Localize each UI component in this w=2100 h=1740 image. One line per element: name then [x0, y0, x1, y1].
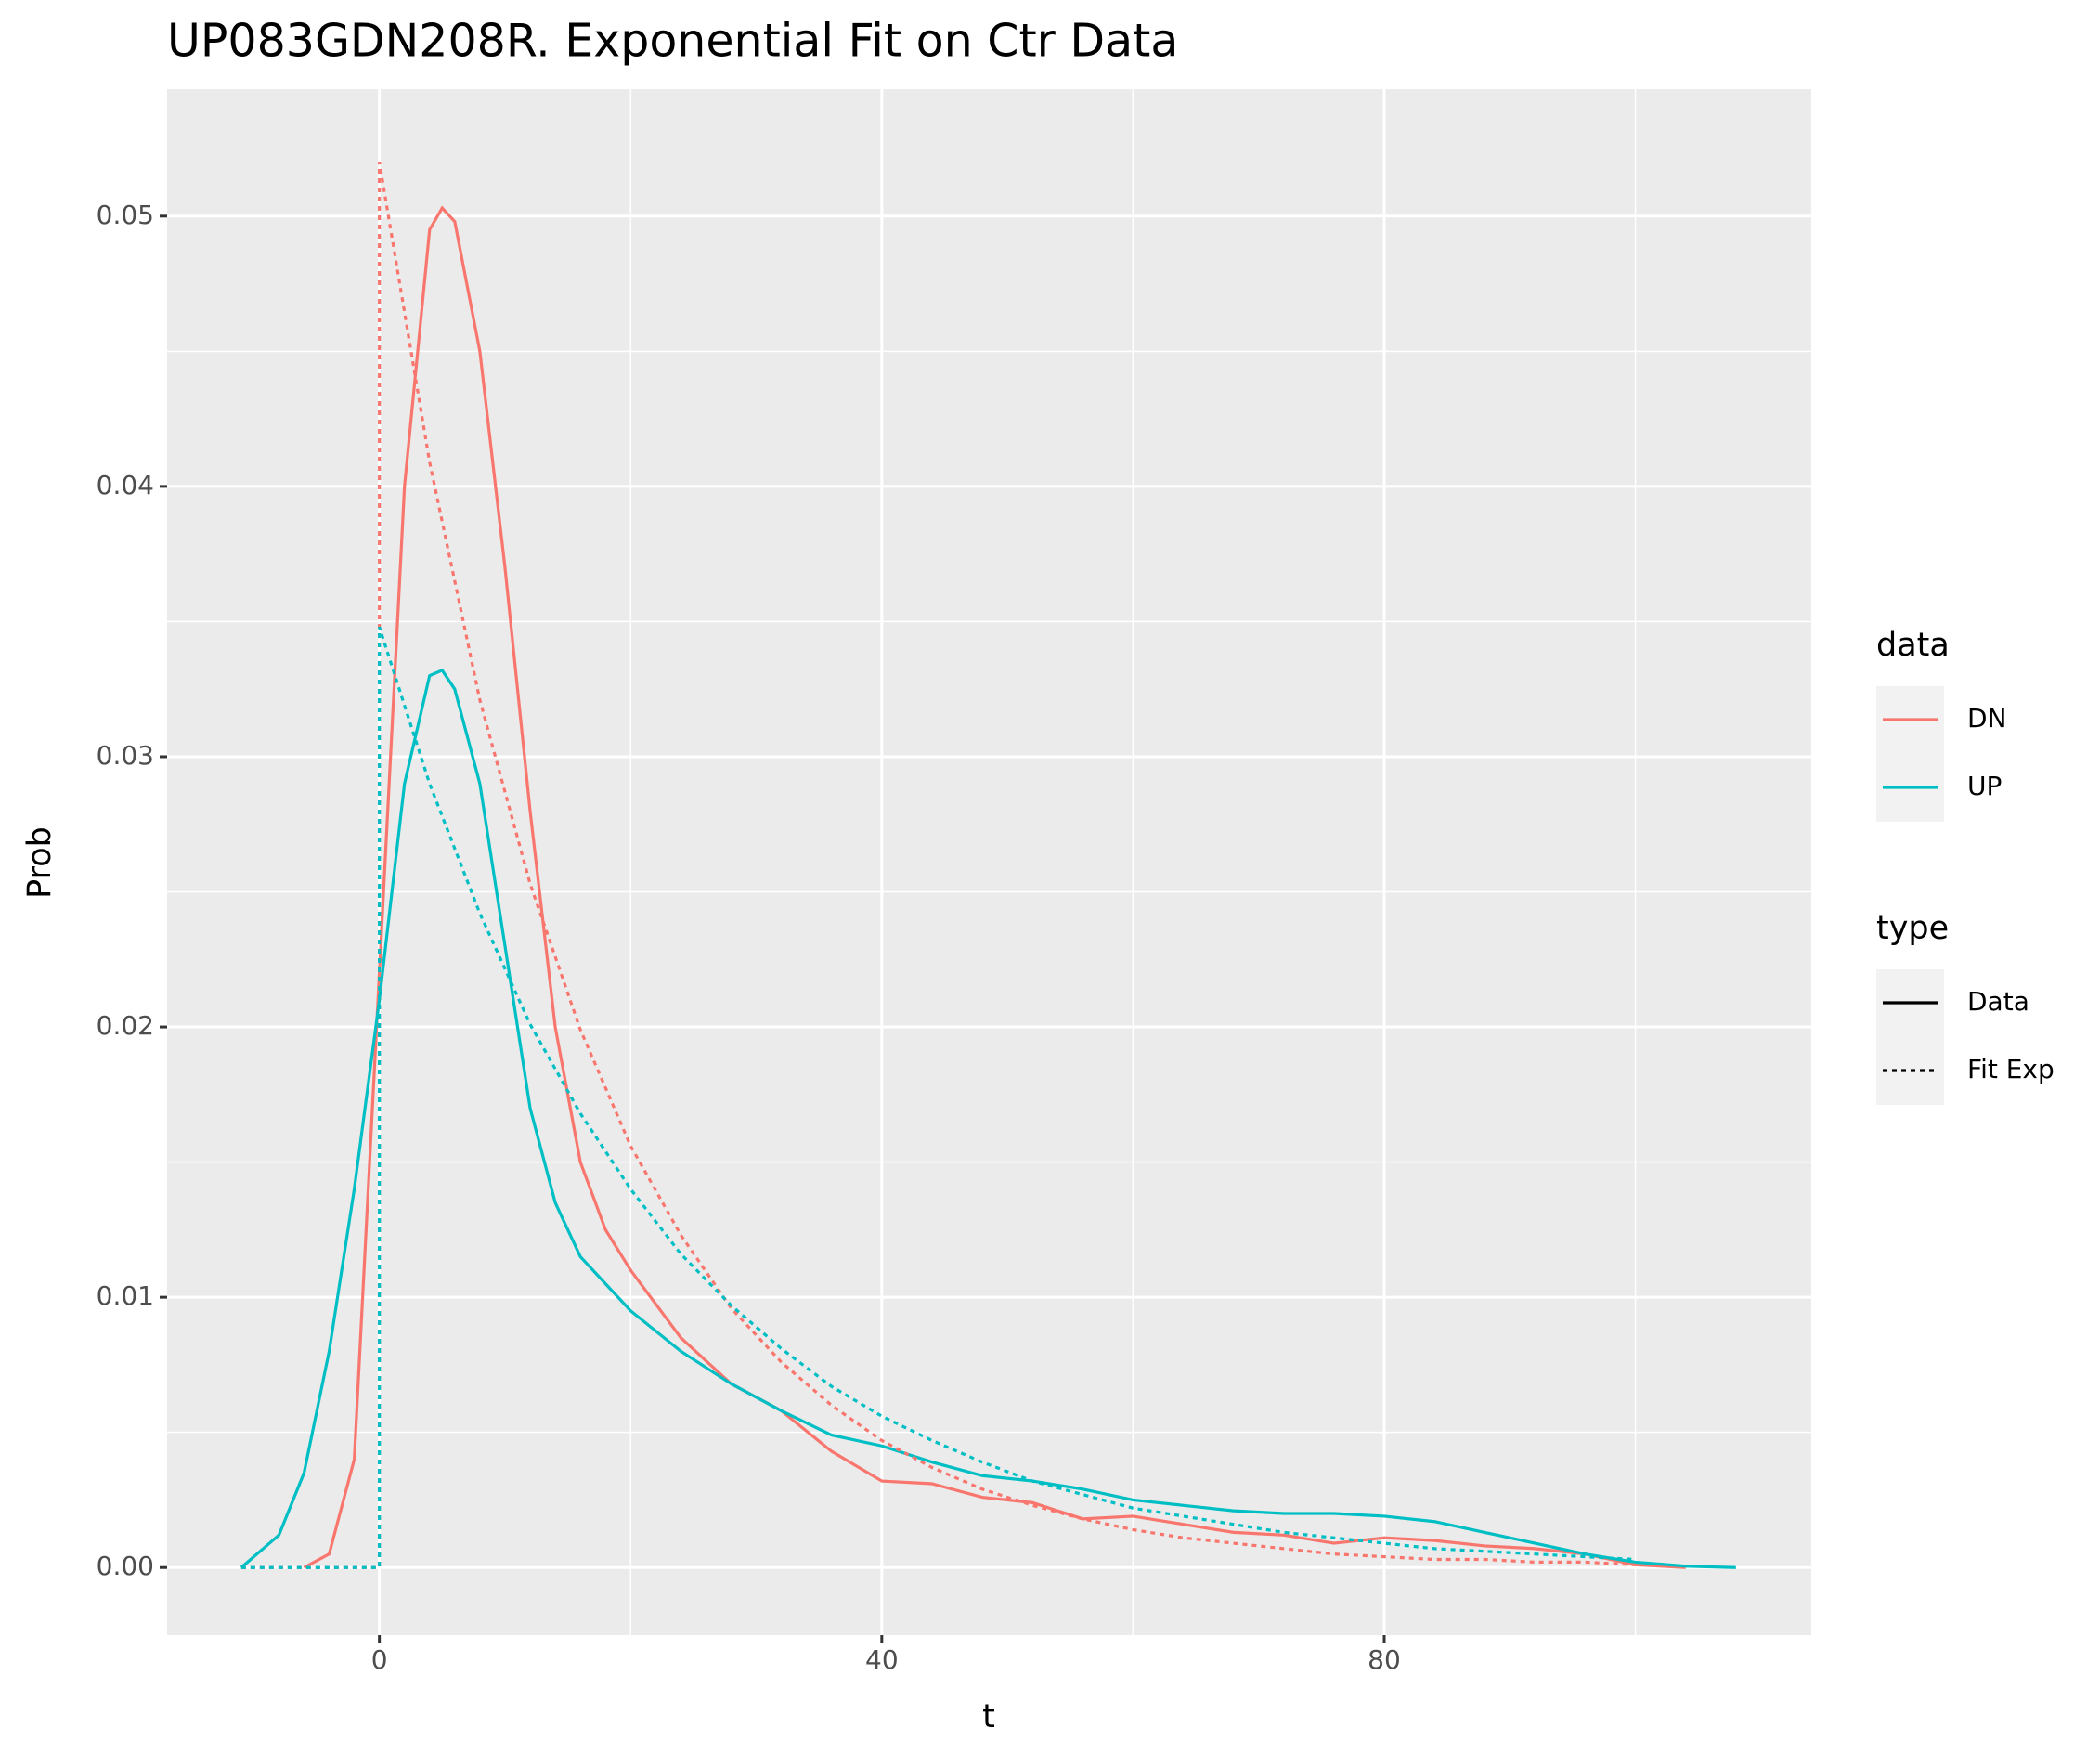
legend-label: Data — [1967, 986, 2029, 1017]
y-tick-label: 0.00 — [97, 1551, 154, 1581]
data-line — [240, 162, 1636, 1569]
data-line — [303, 205, 1686, 1569]
y-tick-label: 0.05 — [97, 200, 154, 230]
data-line — [240, 668, 1736, 1569]
x-tick-label: 0 — [371, 1644, 388, 1675]
legend-key-bg — [1876, 969, 1944, 1105]
y-axis-title: Prob — [21, 826, 58, 899]
legend-label: DN — [1967, 703, 2007, 734]
legend-label: UP — [1967, 771, 2002, 801]
y-tick-label: 0.01 — [97, 1280, 154, 1311]
chart-title: UP083GDN208R. Exponential Fit on Ctr Dat… — [167, 15, 1178, 68]
y-tick-label: 0.04 — [97, 470, 154, 500]
panel — [167, 89, 1811, 1635]
x-axis-title: t — [982, 1698, 995, 1735]
legend-label: Fit Exp — [1967, 1054, 2055, 1084]
x-tick-label: 40 — [865, 1644, 899, 1675]
y-tick-label: 0.03 — [97, 740, 154, 771]
legend-title: type — [1876, 910, 1949, 947]
x-tick-label: 80 — [1368, 1644, 1401, 1675]
y-tick-label: 0.02 — [97, 1010, 154, 1041]
legend-title: data — [1876, 627, 1950, 664]
legend-key-bg — [1876, 686, 1944, 822]
data-line — [240, 626, 1636, 1569]
